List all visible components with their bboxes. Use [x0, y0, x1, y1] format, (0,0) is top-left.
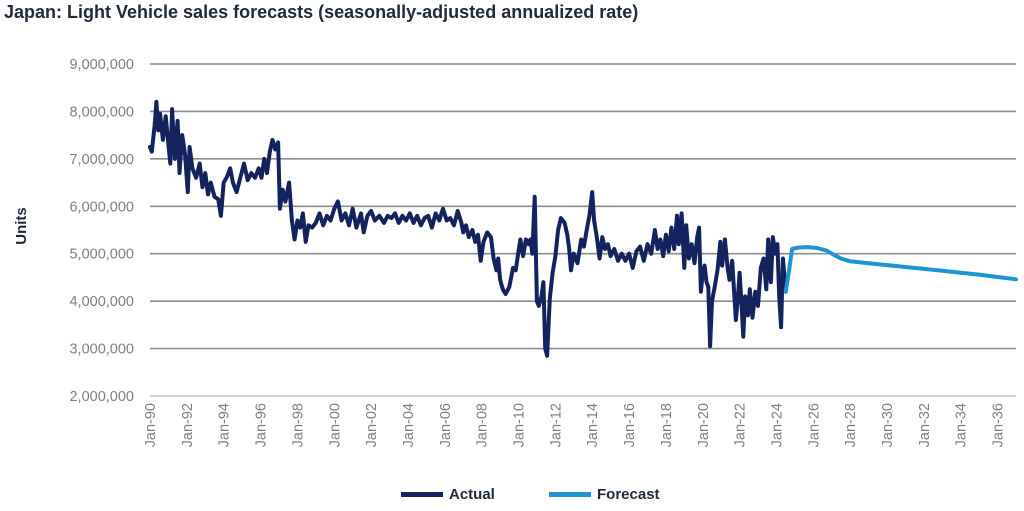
y-tick-label: 4,000,000 [69, 294, 134, 310]
x-axis-ticks: Jan-90 Jan-92 Jan-94 Jan-96 Jan-98 Jan-00 Jan-… [143, 403, 1007, 447]
x-tick-label: Jan-34 [954, 403, 970, 447]
legend-swatch-actual [401, 492, 443, 497]
x-tick-label: Jan-16 [622, 403, 638, 447]
x-tick-label: Jan-02 [364, 403, 380, 447]
x-tick-label: Jan-90 [143, 403, 159, 447]
x-tick-label: Jan-92 [180, 403, 196, 447]
gridlines [150, 63, 1016, 397]
y-axis-label: Units [13, 207, 30, 245]
y-tick-label: 3,000,000 [69, 342, 134, 358]
y-tick-label: 9,000,000 [69, 57, 134, 73]
x-tick-label: Jan-18 [659, 403, 675, 447]
chart-title: Japan: Light Vehicle sales forecasts (se… [4, 2, 639, 22]
y-tick-label: 6,000,000 [69, 199, 134, 215]
series-line-forecast [783, 245, 1018, 294]
x-tick-label: Jan-14 [585, 403, 601, 447]
x-tick-label: Jan-22 [733, 403, 749, 447]
x-tick-label: Jan-10 [512, 403, 528, 447]
y-tick-label: 5,000,000 [69, 247, 134, 263]
x-tick-label: Jan-32 [917, 403, 933, 447]
x-tick-label: Jan-96 [254, 403, 270, 447]
y-axis-ticks: 2,000,000 3,000,000 4,000,000 5,000,000 6,00… [69, 57, 134, 405]
x-tick-label: Jan-30 [880, 403, 896, 447]
legend: Actual Forecast [0, 486, 1024, 508]
x-tick-label: Jan-20 [696, 403, 712, 447]
legend-swatch-forecast [549, 492, 591, 497]
legend-label-actual: Actual [449, 486, 495, 503]
x-tick-label: Jan-98 [290, 403, 306, 447]
x-tick-label: Jan-06 [438, 403, 454, 447]
x-tick-label: Jan-28 [843, 403, 859, 447]
x-tick-label: Jan-12 [548, 403, 564, 447]
series-lines [148, 99, 1018, 358]
y-tick-label: 7,000,000 [69, 152, 134, 168]
x-tick-label: Jan-00 [327, 403, 343, 447]
series-line-actual [148, 99, 788, 358]
x-tick-label: Jan-24 [769, 403, 785, 447]
y-tick-label: 8,000,000 [69, 104, 134, 120]
x-tick-label: Jan-36 [991, 403, 1007, 447]
legend-label-forecast: Forecast [597, 486, 660, 503]
y-tick-label: 2,000,000 [69, 389, 134, 405]
x-tick-label: Jan-94 [217, 403, 233, 447]
legend-item-actual: Actual [401, 486, 495, 503]
x-tick-label: Jan-26 [806, 403, 822, 447]
legend-item-forecast: Forecast [549, 486, 660, 503]
x-tick-label: Jan-04 [401, 403, 417, 447]
x-tick-label: Jan-08 [475, 403, 491, 447]
